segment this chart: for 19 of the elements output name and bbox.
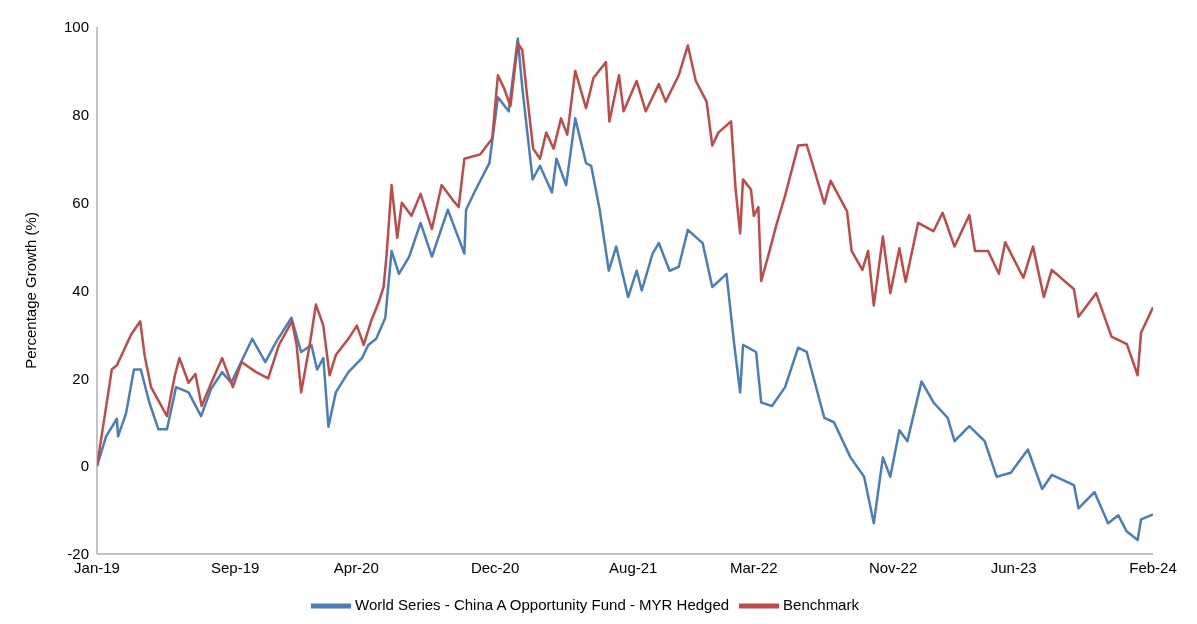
y-axis-title: Percentage Growth (%) <box>22 212 40 369</box>
y-tick-label: 20 <box>72 369 89 387</box>
x-tick-label: Apr-20 <box>333 558 379 576</box>
y-tick-label: 100 <box>63 18 89 36</box>
x-tick-label: Feb-24 <box>1129 558 1177 576</box>
legend-label: Benchmark <box>783 595 859 613</box>
x-tick-label: Aug-21 <box>609 558 658 576</box>
x-tick-label: Jun-23 <box>990 558 1037 576</box>
line-series <box>97 37 1153 542</box>
y-tick-label: 80 <box>72 106 89 124</box>
legend-label: World Series - China A Opportunity Fund - MYR Hedged <box>355 595 730 613</box>
x-tick-label: Mar-22 <box>730 558 778 576</box>
x-tick-label: Nov-22 <box>868 558 918 576</box>
x-tick-label: Dec-20 <box>470 558 520 576</box>
y-tick-label: 0 <box>80 457 89 475</box>
x-tick-label: Sep-19 <box>211 558 260 576</box>
y-tick-label: 40 <box>72 281 89 299</box>
y-tick-label: 60 <box>72 193 89 211</box>
line-series <box>97 42 1153 468</box>
